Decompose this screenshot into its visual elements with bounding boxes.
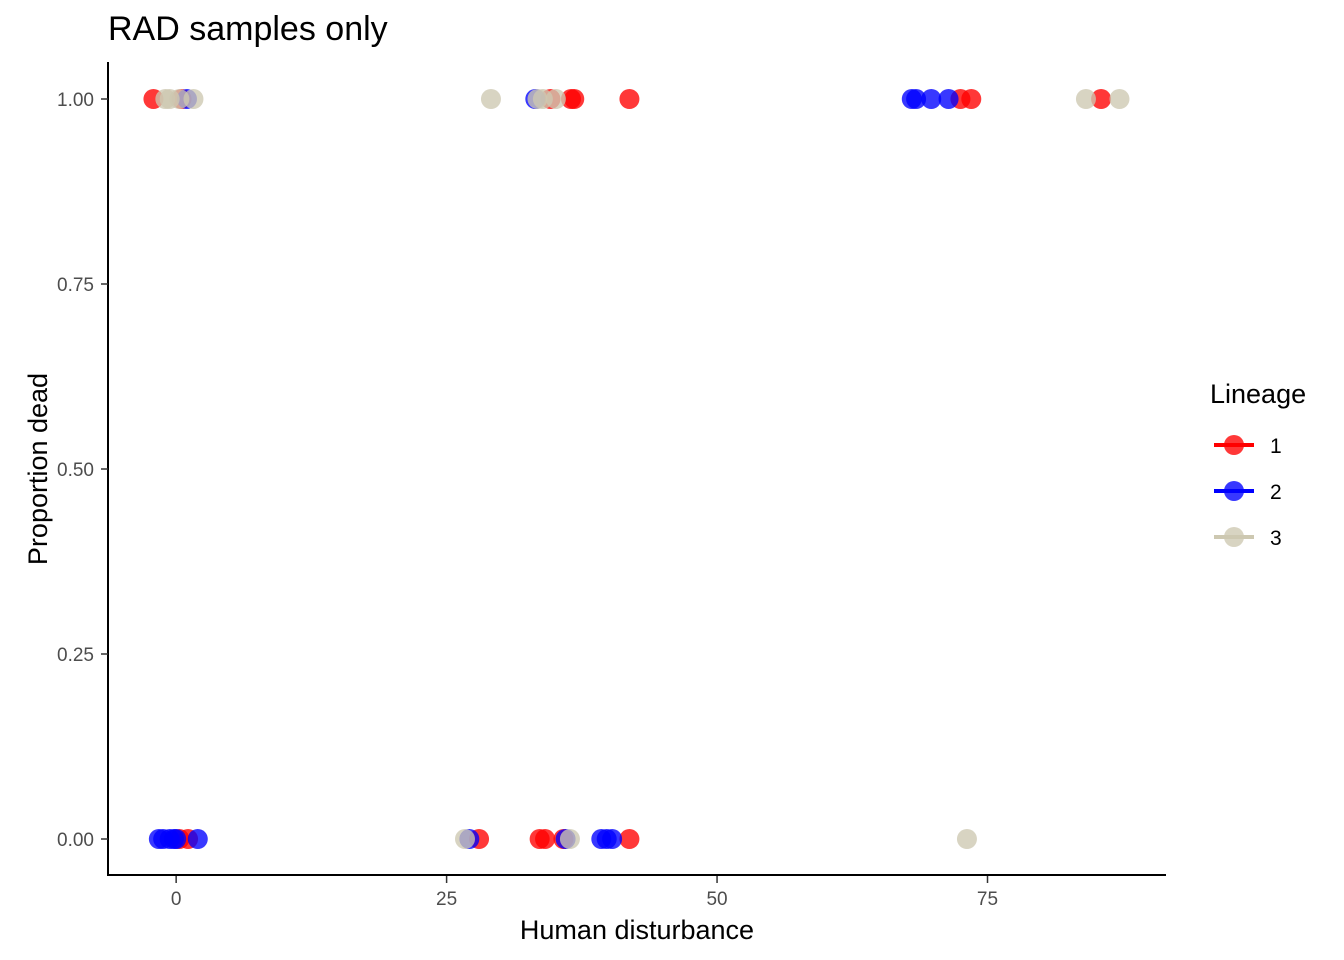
data-point-lineage-3 <box>183 89 204 109</box>
legend-item-3: 3 <box>1214 527 1282 550</box>
legend-items: 1 2 3 <box>1214 435 1282 550</box>
legend: Lineage 1 2 3 <box>1210 379 1306 550</box>
data-point-lineage-1 <box>564 89 585 109</box>
x-tick-label: 50 <box>706 889 727 910</box>
data-point-lineage-3 <box>169 89 190 109</box>
x-tick-label: 25 <box>436 889 457 910</box>
data-point-lineage-1 <box>619 89 640 109</box>
data-point-lineage-2 <box>166 829 187 849</box>
y-tick-label: 0.25 <box>57 645 94 666</box>
legend-label: 1 <box>1270 435 1282 458</box>
data-point-lineage-1 <box>961 89 982 109</box>
data-point-lineage-3 <box>480 89 501 109</box>
data-point-lineage-1 <box>1091 89 1112 109</box>
data-point-lineage-3 <box>454 829 475 849</box>
data-point-lineage-3 <box>1075 89 1096 109</box>
data-point-lineage-1 <box>619 829 640 849</box>
x-tick-label: 75 <box>977 889 998 910</box>
data-point-lineage-2 <box>906 89 927 109</box>
data-point-lineage-1 <box>535 829 556 849</box>
x-axis-ticks: 0 25 50 75 <box>171 876 998 910</box>
x-axis-title: Human disturbance <box>520 915 754 945</box>
data-point-lineage-2 <box>602 829 623 849</box>
y-tick-label: 0.50 <box>57 460 94 481</box>
data-point-lineage-3 <box>559 829 580 849</box>
data-point-lineage-2 <box>938 89 959 109</box>
legend-title: Lineage <box>1210 379 1306 409</box>
y-axis-ticks: 0.00 0.25 0.50 0.75 1.00 <box>57 90 108 851</box>
data-point-lineage-2 <box>921 89 942 109</box>
legend-label: 3 <box>1270 527 1282 550</box>
y-axis-title: Proportion dead <box>23 373 53 565</box>
y-tick-label: 0.00 <box>57 830 94 851</box>
x-tick-label: 0 <box>171 889 182 910</box>
legend-item-1: 1 <box>1214 435 1282 458</box>
y-tick-label: 0.75 <box>57 275 94 296</box>
legend-key-point <box>1224 435 1244 455</box>
chart-title: RAD samples only <box>108 10 388 48</box>
legend-key-point <box>1224 481 1244 501</box>
data-point-lineage-3 <box>545 89 566 109</box>
data-point-lineage-3 <box>1109 89 1130 109</box>
data-point-lineage-3 <box>956 829 977 849</box>
points-layer <box>143 89 1130 849</box>
legend-label: 2 <box>1270 481 1282 504</box>
data-point-lineage-2 <box>187 829 208 849</box>
legend-key-point <box>1224 527 1244 547</box>
legend-item-2: 2 <box>1214 481 1282 504</box>
y-tick-label: 1.00 <box>57 90 94 111</box>
